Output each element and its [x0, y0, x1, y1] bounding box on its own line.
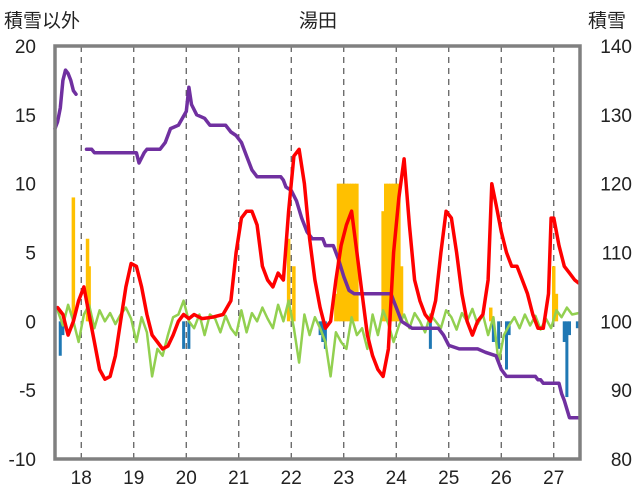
snow-depth-line: [53, 68, 78, 131]
right-tick-label: 100: [600, 312, 632, 333]
x-tick-label: 20: [176, 468, 197, 489]
right-tick-label: 140: [600, 37, 632, 58]
snowfall-bar: [397, 183, 401, 322]
snowfall-bar: [286, 238, 291, 322]
snowfall-bar: [399, 266, 404, 322]
snowfall-bar: [334, 293, 338, 322]
precip-bar: [565, 321, 569, 398]
right-tick-label: 110: [602, 244, 632, 265]
precip-bar: [507, 321, 511, 336]
left-tick-label: 0: [25, 312, 36, 333]
snowfall-bar: [384, 183, 388, 322]
x-tick-label: 22: [281, 468, 302, 489]
x-gridlines: [80, 46, 555, 459]
right-axis-ticks: 80 90 100 110 120 130 140: [600, 37, 632, 471]
x-tick-label: 18: [71, 468, 92, 489]
precip-bar: [58, 321, 62, 356]
temperature-line: [55, 147, 581, 381]
snowfall-bar: [87, 266, 91, 322]
x-tick-label: 19: [123, 468, 144, 489]
x-tick-label: 21: [228, 468, 249, 489]
snowfall-bar: [347, 183, 351, 322]
snowfall-bar: [552, 266, 556, 322]
x-tick-label: 25: [438, 468, 459, 489]
right-tick-label: 130: [600, 106, 632, 127]
left-axis-title: 積雪以外: [4, 10, 80, 32]
precip-bar: [505, 321, 508, 370]
precip-bar: [562, 321, 566, 342]
snowfall-bar: [292, 266, 296, 322]
snowfall-bar: [386, 183, 391, 322]
snowfall-bar: [381, 211, 385, 322]
snowfall-bar: [489, 307, 493, 322]
left-tick-label: -5: [19, 381, 36, 402]
right-tick-label: 80: [611, 450, 632, 471]
snowfall-bar: [349, 183, 354, 322]
left-tick-label: 20: [15, 37, 36, 58]
precip-bar: [182, 321, 186, 349]
snowfall-bar: [344, 183, 349, 322]
series-lines: [53, 68, 581, 420]
left-tick-label: 10: [15, 175, 36, 196]
snowfall-bar: [352, 183, 356, 322]
snowfall-bar: [394, 183, 398, 322]
left-tick-label: 5: [25, 244, 36, 265]
chart-title: 湯田: [299, 10, 337, 32]
precip-bar: [187, 321, 191, 349]
left-tick-label: -10: [9, 450, 36, 471]
right-tick-label: 90: [611, 381, 632, 402]
x-tick-label: 24: [386, 468, 408, 489]
x-tick-label: 23: [333, 468, 354, 489]
x-tick-label: 26: [491, 468, 512, 489]
precip-bar: [428, 321, 432, 349]
x-axis-ticks: 18 19 20 21 22 23 24 25 26 27: [71, 468, 565, 489]
snowfall-bar: [554, 293, 559, 322]
plot-frame: [53, 44, 582, 461]
right-tick-label: 120: [600, 175, 632, 196]
x-tick-label: 27: [543, 468, 564, 489]
precip-bar: [323, 321, 327, 349]
left-tick-label: 15: [15, 106, 36, 127]
snowfall-bar: [71, 197, 76, 322]
right-axis-title: 積雪: [588, 10, 626, 32]
min-temp-line: [56, 299, 580, 378]
precip-bar: [568, 321, 571, 336]
precip-bar: [575, 321, 579, 329]
snowfall-bar: [389, 183, 393, 322]
precip-bar: [491, 321, 495, 342]
left-axis-ticks: -10 -5 0 5 10 15 20: [9, 37, 36, 471]
precip-bar: [497, 321, 501, 349]
snowfall-bar: [342, 183, 346, 322]
precip-bar: [61, 321, 65, 336]
